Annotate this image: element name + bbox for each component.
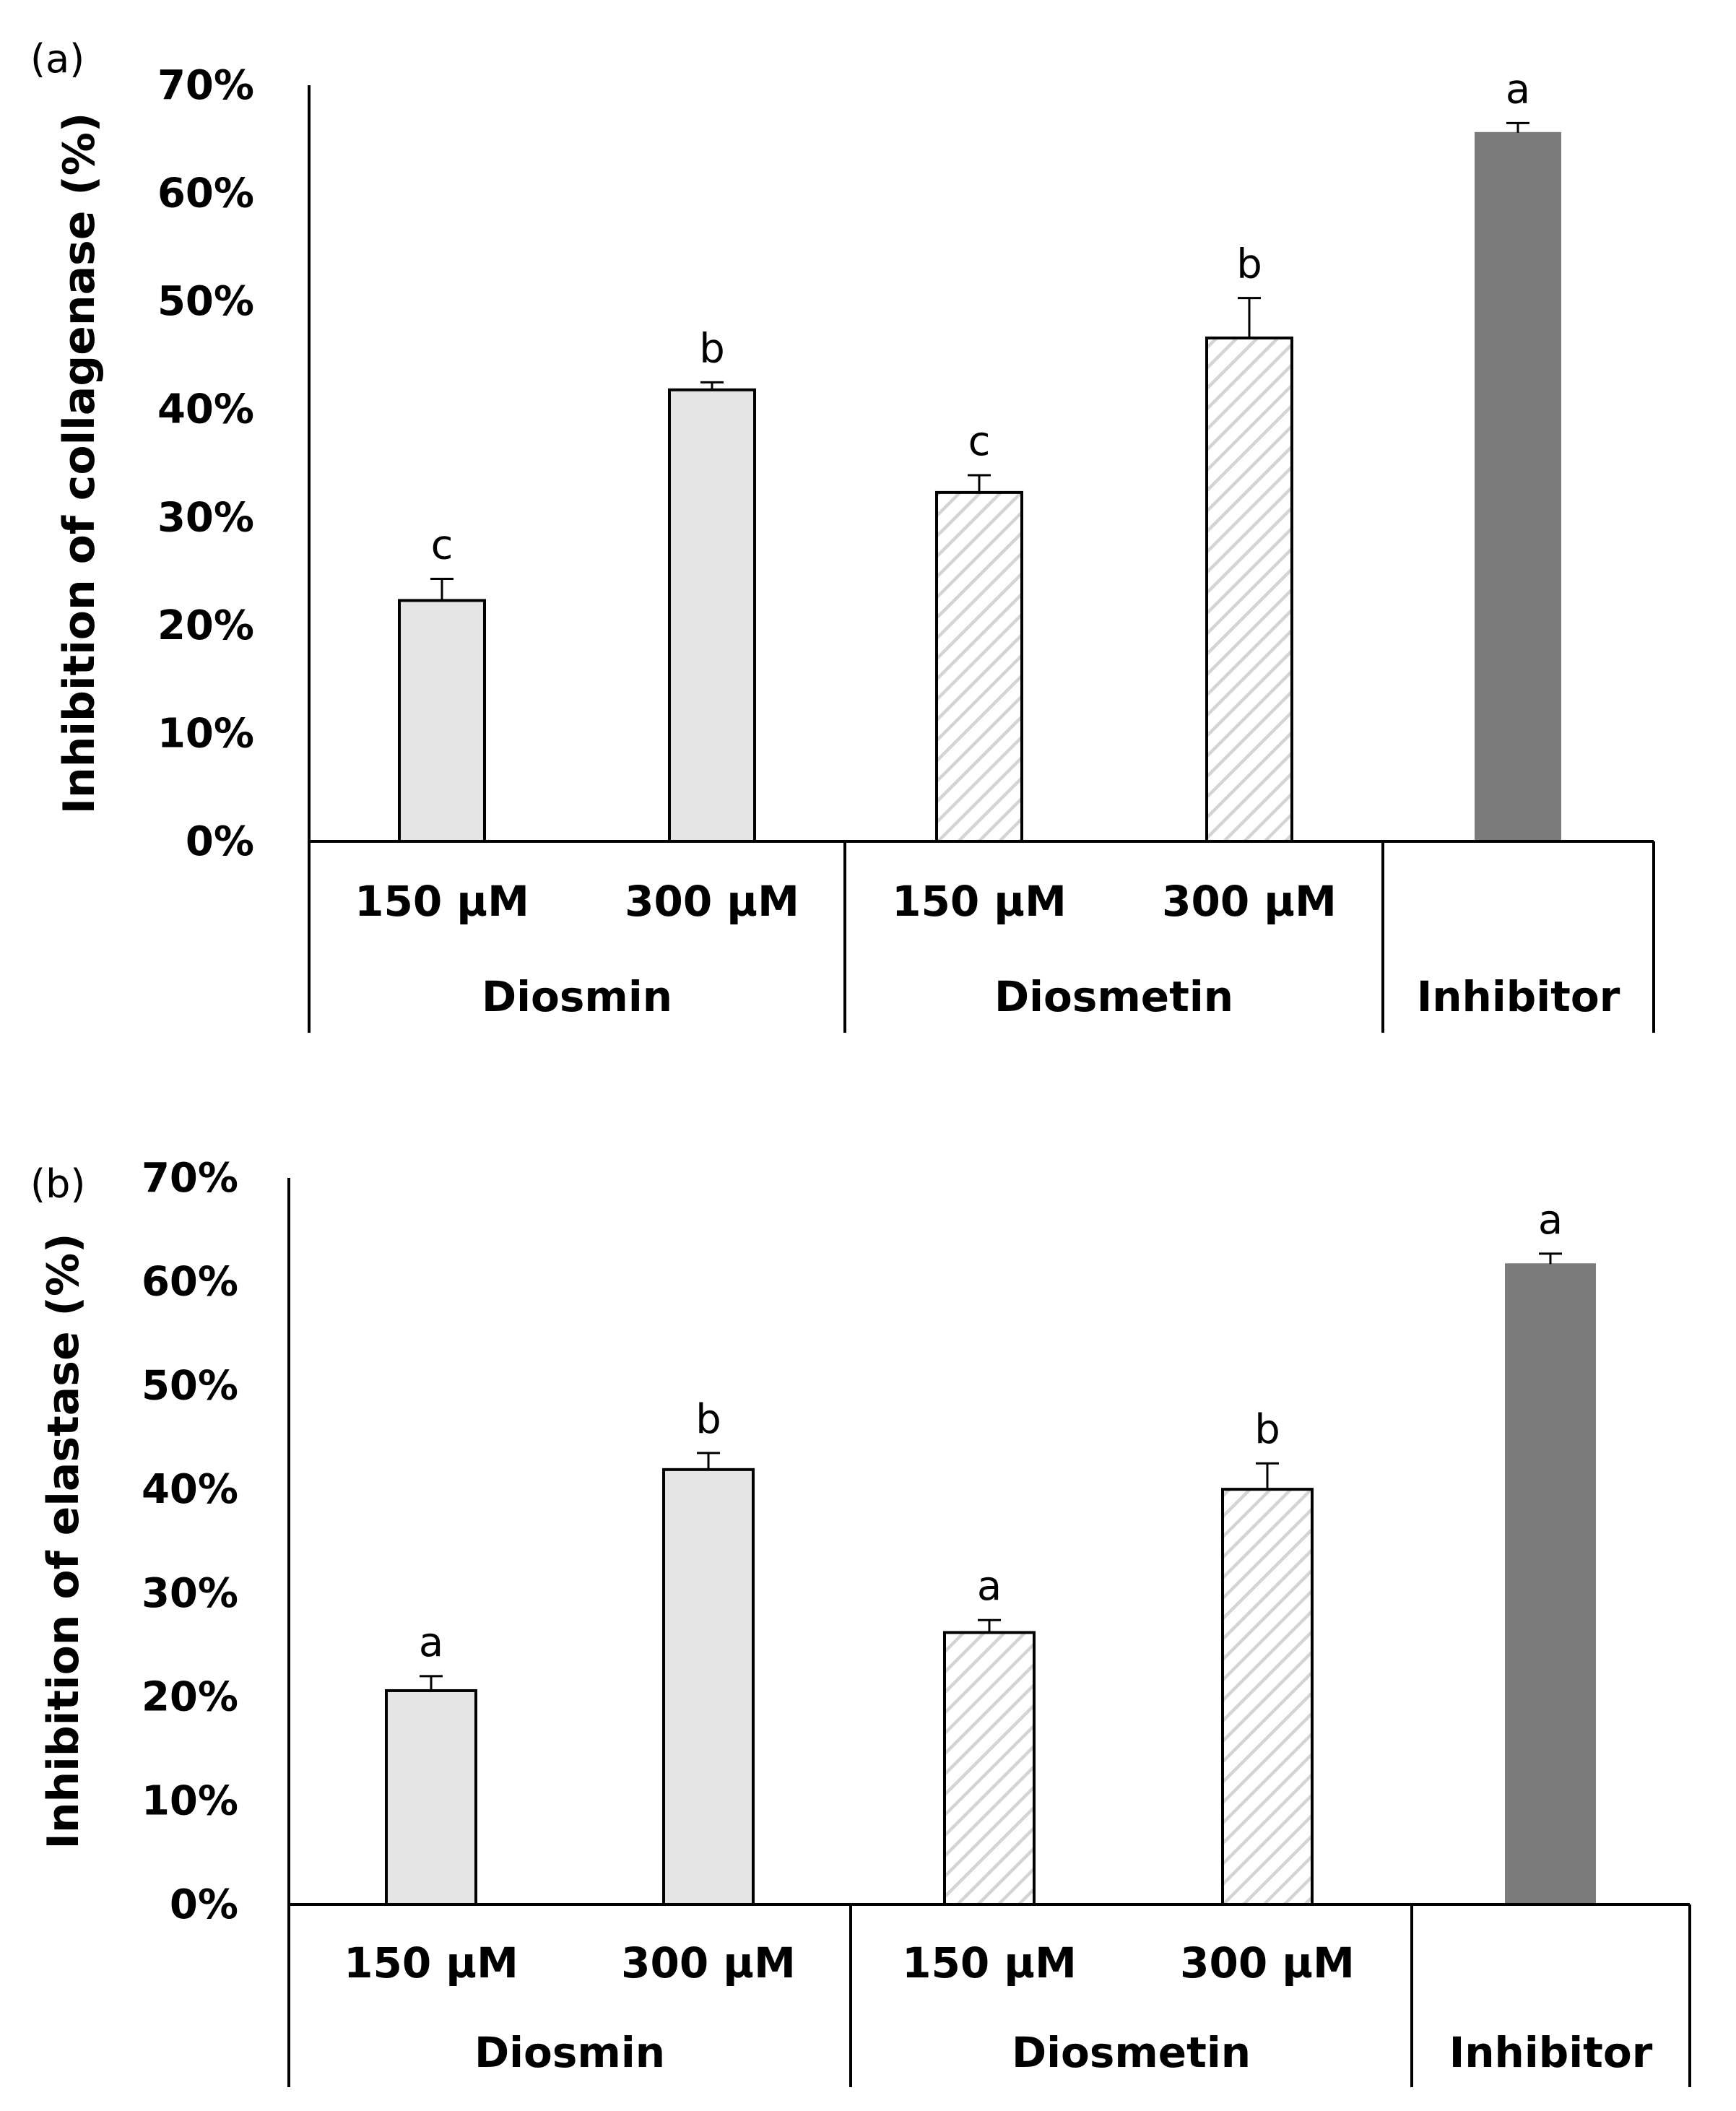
category-label: 150 µM <box>902 1938 1077 1988</box>
y-tick-label: 20% <box>157 602 254 649</box>
y-tick-label: 30% <box>157 494 254 541</box>
group-label: Diosmin <box>474 2028 665 2077</box>
category-label: 150 µM <box>344 1938 518 1988</box>
group-label: Inhibitor <box>1417 972 1620 1021</box>
group-label: Inhibitor <box>1449 2028 1653 2077</box>
panel-label: (b) <box>30 1161 85 1207</box>
y-axis-title: Inhibition of elastase (%) <box>38 1233 89 1849</box>
y-tick-label: 20% <box>142 1674 238 1721</box>
category-label: 300 µM <box>1180 1938 1355 1988</box>
category-label: 300 µM <box>621 1938 796 1988</box>
significance-label: b <box>1254 1406 1280 1453</box>
significance-label: c <box>431 522 453 569</box>
y-tick-label: 50% <box>157 278 254 325</box>
y-axis-title: Inhibition of collagenase (%) <box>54 113 105 815</box>
bar <box>668 388 756 843</box>
y-tick-label: 30% <box>142 1570 238 1617</box>
bar <box>1475 131 1561 843</box>
category-label: 300 µM <box>1162 877 1337 926</box>
y-tick-label: 70% <box>142 1155 238 1202</box>
bar <box>943 1631 1036 1906</box>
bar <box>1505 1263 1596 1905</box>
group-label: Diosmetin <box>994 972 1233 1021</box>
significance-label: c <box>968 418 991 465</box>
y-tick-label: 0% <box>170 1881 238 1928</box>
significance-label: b <box>695 1396 721 1443</box>
y-tick-label: 10% <box>157 710 254 757</box>
significance-label: a <box>977 1563 1002 1610</box>
bar <box>1205 336 1293 843</box>
significance-label: b <box>1236 241 1262 288</box>
group-label: Diosmetin <box>1012 2028 1251 2077</box>
significance-label: a <box>419 1619 443 1666</box>
y-tick-label: 50% <box>142 1362 238 1409</box>
category-label: 150 µM <box>355 877 529 926</box>
bar <box>935 490 1023 843</box>
bar <box>662 1468 755 1906</box>
y-tick-label: 0% <box>186 818 254 865</box>
panel-label: (a) <box>30 36 84 82</box>
bar <box>398 599 486 843</box>
bar <box>1221 1488 1314 1906</box>
y-tick-label: 40% <box>157 386 254 433</box>
significance-label: a <box>1506 66 1530 113</box>
y-tick-label: 70% <box>157 62 254 109</box>
y-tick-label: 60% <box>142 1259 238 1306</box>
y-tick-label: 10% <box>142 1777 238 1824</box>
category-label: 300 µM <box>625 877 799 926</box>
chart-panel-a: (a) Inhibition of collagenase (%) 0% 10% 20%… <box>30 36 1655 1033</box>
category-label: 150 µM <box>892 877 1067 926</box>
significance-label: b <box>699 325 725 372</box>
bar <box>385 1689 477 1906</box>
significance-label: a <box>1538 1197 1563 1244</box>
y-tick-label: 40% <box>142 1466 238 1513</box>
chart-panel-b: (b) Inhibition of elastase (%) 0% 10% 20% 30%… <box>30 1155 1691 2087</box>
group-label: Diosmin <box>482 972 672 1021</box>
y-tick-label: 60% <box>157 170 254 217</box>
